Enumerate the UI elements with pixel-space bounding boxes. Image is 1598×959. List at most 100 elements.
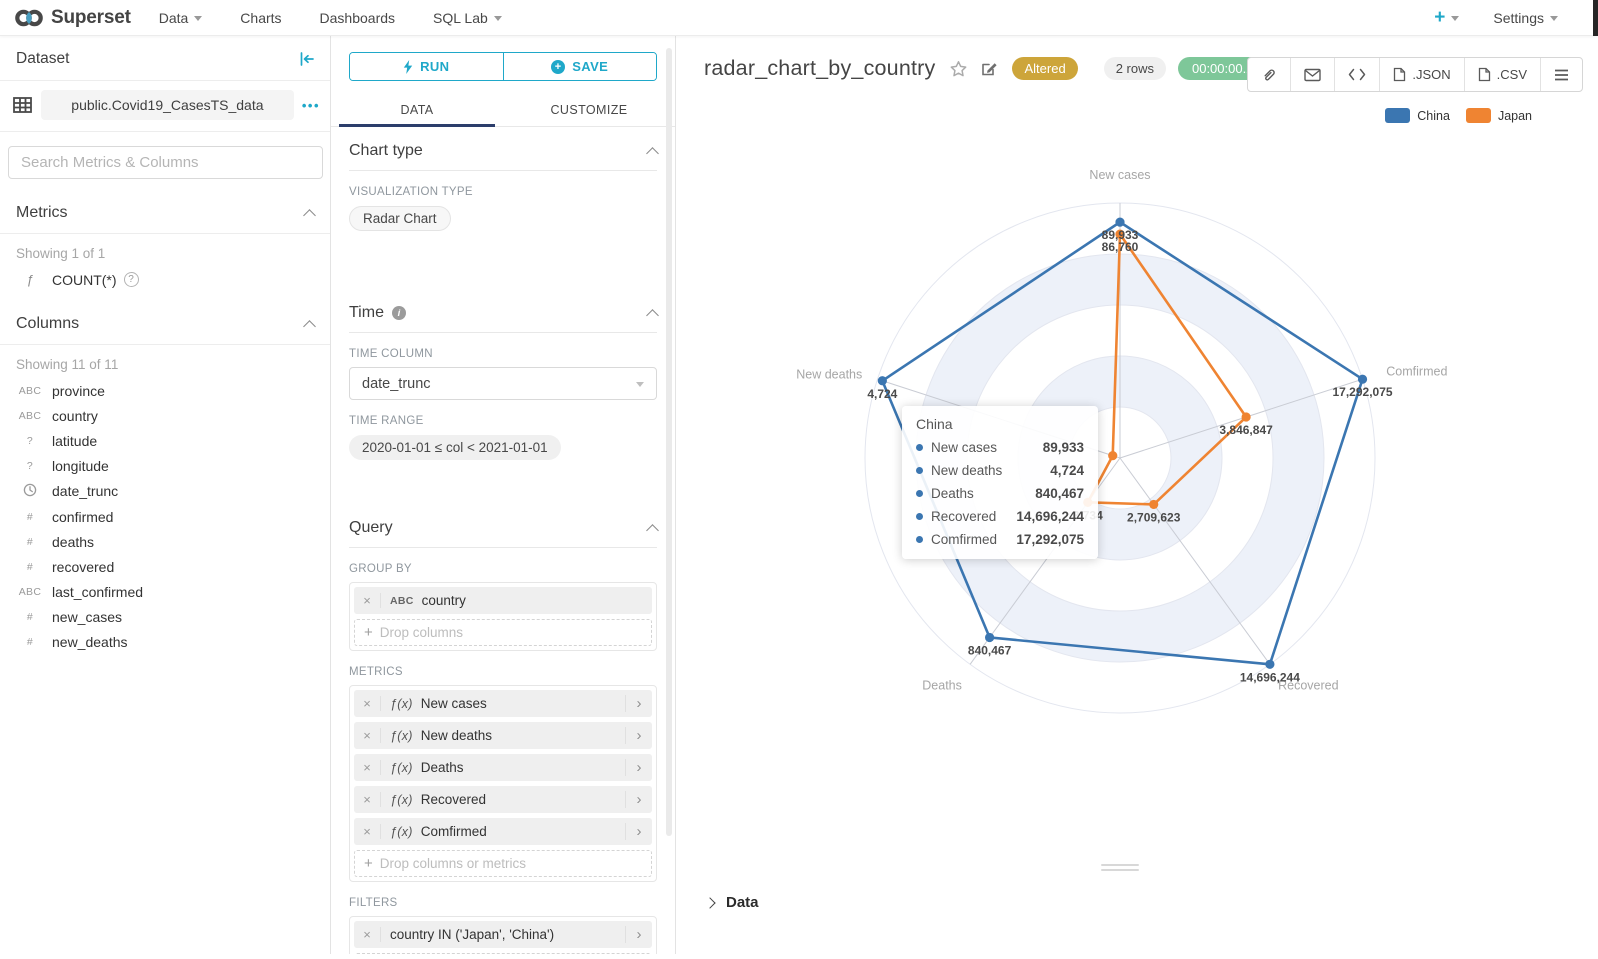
- metric-option[interactable]: ×ƒ(x)Deaths›: [354, 754, 652, 781]
- query-metrics-box: ×ƒ(x)New cases› ×ƒ(x)New deaths› ×ƒ(x)Deat…: [349, 685, 657, 882]
- metric-option[interactable]: ×ƒ(x)New cases›: [354, 690, 652, 717]
- time-range-value[interactable]: 2020-01-01 ≤ col < 2021-01-01: [349, 435, 561, 460]
- chevron-right-icon[interactable]: ›: [625, 759, 652, 776]
- series-japan-point: [1108, 451, 1117, 460]
- chevron-right-icon[interactable]: ›: [625, 695, 652, 712]
- tab-customize[interactable]: CUSTOMIZE: [503, 95, 675, 126]
- superset-logo[interactable]: Superset: [0, 7, 149, 29]
- close-icon[interactable]: ×: [354, 760, 381, 775]
- metrics-section-header[interactable]: Metrics: [0, 191, 330, 234]
- favorite-star-icon[interactable]: [949, 60, 968, 78]
- column-label: confirmed: [52, 509, 113, 525]
- metric-option[interactable]: ×ƒ(x)New deaths›: [354, 722, 652, 749]
- columns-section-header[interactable]: Columns: [0, 302, 330, 345]
- tooltip-metric-name: Deaths: [931, 486, 974, 501]
- series-marker-icon: [916, 467, 923, 474]
- nav-right: + Settings: [1434, 7, 1598, 29]
- close-icon[interactable]: ×: [354, 696, 381, 711]
- nav-item-charts[interactable]: Charts: [240, 10, 281, 26]
- time-column-value: date_trunc: [362, 376, 431, 392]
- save-label: SAVE: [572, 59, 608, 74]
- column-item-deaths[interactable]: #deaths: [0, 529, 330, 554]
- copy-link-button[interactable]: [1248, 58, 1290, 91]
- caret-down-icon: [494, 16, 502, 21]
- drop-zone[interactable]: +Drop columns or metrics: [354, 850, 652, 877]
- search-input[interactable]: [8, 146, 323, 179]
- altered-badge[interactable]: Altered: [1012, 57, 1077, 80]
- nav-item-data[interactable]: Data: [159, 10, 203, 26]
- close-icon[interactable]: ×: [354, 728, 381, 743]
- close-icon[interactable]: ×: [354, 927, 381, 942]
- chart-menu-button[interactable]: [1540, 58, 1582, 91]
- drop-zone[interactable]: +Drop columns: [354, 619, 652, 646]
- chevron-right-icon[interactable]: ›: [625, 727, 652, 744]
- dataset-more-menu[interactable]: •••: [302, 98, 320, 113]
- time-column-select[interactable]: date_trunc: [349, 367, 657, 400]
- value-label: 840,467: [968, 643, 1012, 657]
- legend-item-china[interactable]: China: [1385, 108, 1450, 123]
- chevron-up-icon: [646, 309, 659, 322]
- column-item-new_deaths[interactable]: #new_deaths: [0, 629, 330, 654]
- lightning-icon: [403, 60, 413, 74]
- scrollbar[interactable]: [666, 48, 672, 836]
- time-section-header[interactable]: Time i: [349, 289, 657, 333]
- superset-infinity-icon: [14, 8, 44, 28]
- settings-label: Settings: [1493, 10, 1544, 26]
- clock-icon: [16, 483, 44, 500]
- columns-showing: Showing 11 of 11: [0, 345, 330, 378]
- column-item-date_trunc[interactable]: date_trunc: [0, 478, 330, 504]
- column-item-new_cases[interactable]: #new_cases: [0, 604, 330, 629]
- tab-data[interactable]: DATA: [331, 95, 503, 126]
- embed-code-button[interactable]: [1334, 58, 1379, 91]
- collapse-panel-icon[interactable]: [297, 50, 316, 68]
- tooltip-metric-value: 17,292,075: [1016, 532, 1084, 547]
- column-item-recovered[interactable]: #recovered: [0, 554, 330, 579]
- column-label: longitude: [52, 458, 109, 474]
- chevron-right-icon[interactable]: ›: [625, 926, 652, 943]
- close-icon[interactable]: ×: [354, 792, 381, 807]
- chevron-right-icon[interactable]: ›: [625, 823, 652, 840]
- export-csv-button[interactable]: .CSV: [1464, 58, 1540, 91]
- save-button[interactable]: + SAVE: [504, 53, 657, 80]
- nav-item-label: Dashboards: [320, 10, 396, 26]
- nav-item-sql-lab[interactable]: SQL Lab: [433, 10, 502, 26]
- chart-type-section-header[interactable]: Chart type: [349, 127, 657, 171]
- filters-label: FILTERS: [349, 897, 657, 909]
- close-icon[interactable]: ×: [354, 593, 381, 608]
- column-item-confirmed[interactable]: #confirmed: [0, 504, 330, 529]
- dataset-name[interactable]: public.Covid19_CasesTS_data: [41, 90, 294, 120]
- edit-properties-icon[interactable]: [980, 60, 998, 78]
- column-item-latitude[interactable]: ?latitude: [0, 428, 330, 453]
- close-icon[interactable]: ×: [354, 824, 381, 839]
- nav-item-dashboards[interactable]: Dashboards: [320, 10, 396, 26]
- filter-option[interactable]: ×country IN ('Japan', 'China')›: [354, 921, 652, 948]
- legend-item-japan[interactable]: Japan: [1466, 108, 1532, 123]
- email-button[interactable]: [1290, 58, 1334, 91]
- column-item-longitude[interactable]: ?longitude: [0, 453, 330, 478]
- chart-header: radar_chart_by_country Altered 2 rows 00…: [676, 36, 1598, 81]
- chevron-right-icon[interactable]: ›: [625, 791, 652, 808]
- legend-label: China: [1417, 109, 1450, 123]
- new-button[interactable]: +: [1434, 7, 1459, 29]
- plus-circle-icon: +: [551, 60, 565, 74]
- series-japan-point: [1115, 230, 1124, 239]
- export-json-button[interactable]: .JSON: [1379, 58, 1463, 91]
- metric-option[interactable]: ×ƒ(x)Recovered›: [354, 786, 652, 813]
- paperclip-icon: [1261, 67, 1277, 83]
- metrics-showing: Showing 1 of 1: [0, 234, 330, 267]
- panel-resize-handle[interactable]: [1101, 864, 1139, 874]
- settings-menu[interactable]: Settings: [1493, 10, 1558, 26]
- metric-option[interactable]: ×ƒ(x)Comfirmed›: [354, 818, 652, 845]
- dataset-panel: Dataset public.Covid19_CasesTS_data ••• …: [0, 36, 331, 954]
- viz-type-value[interactable]: Radar Chart: [349, 206, 451, 231]
- run-button[interactable]: RUN: [350, 53, 503, 80]
- query-section-header[interactable]: Query: [349, 504, 657, 548]
- data-results-panel-toggle[interactable]: Data: [676, 880, 1598, 911]
